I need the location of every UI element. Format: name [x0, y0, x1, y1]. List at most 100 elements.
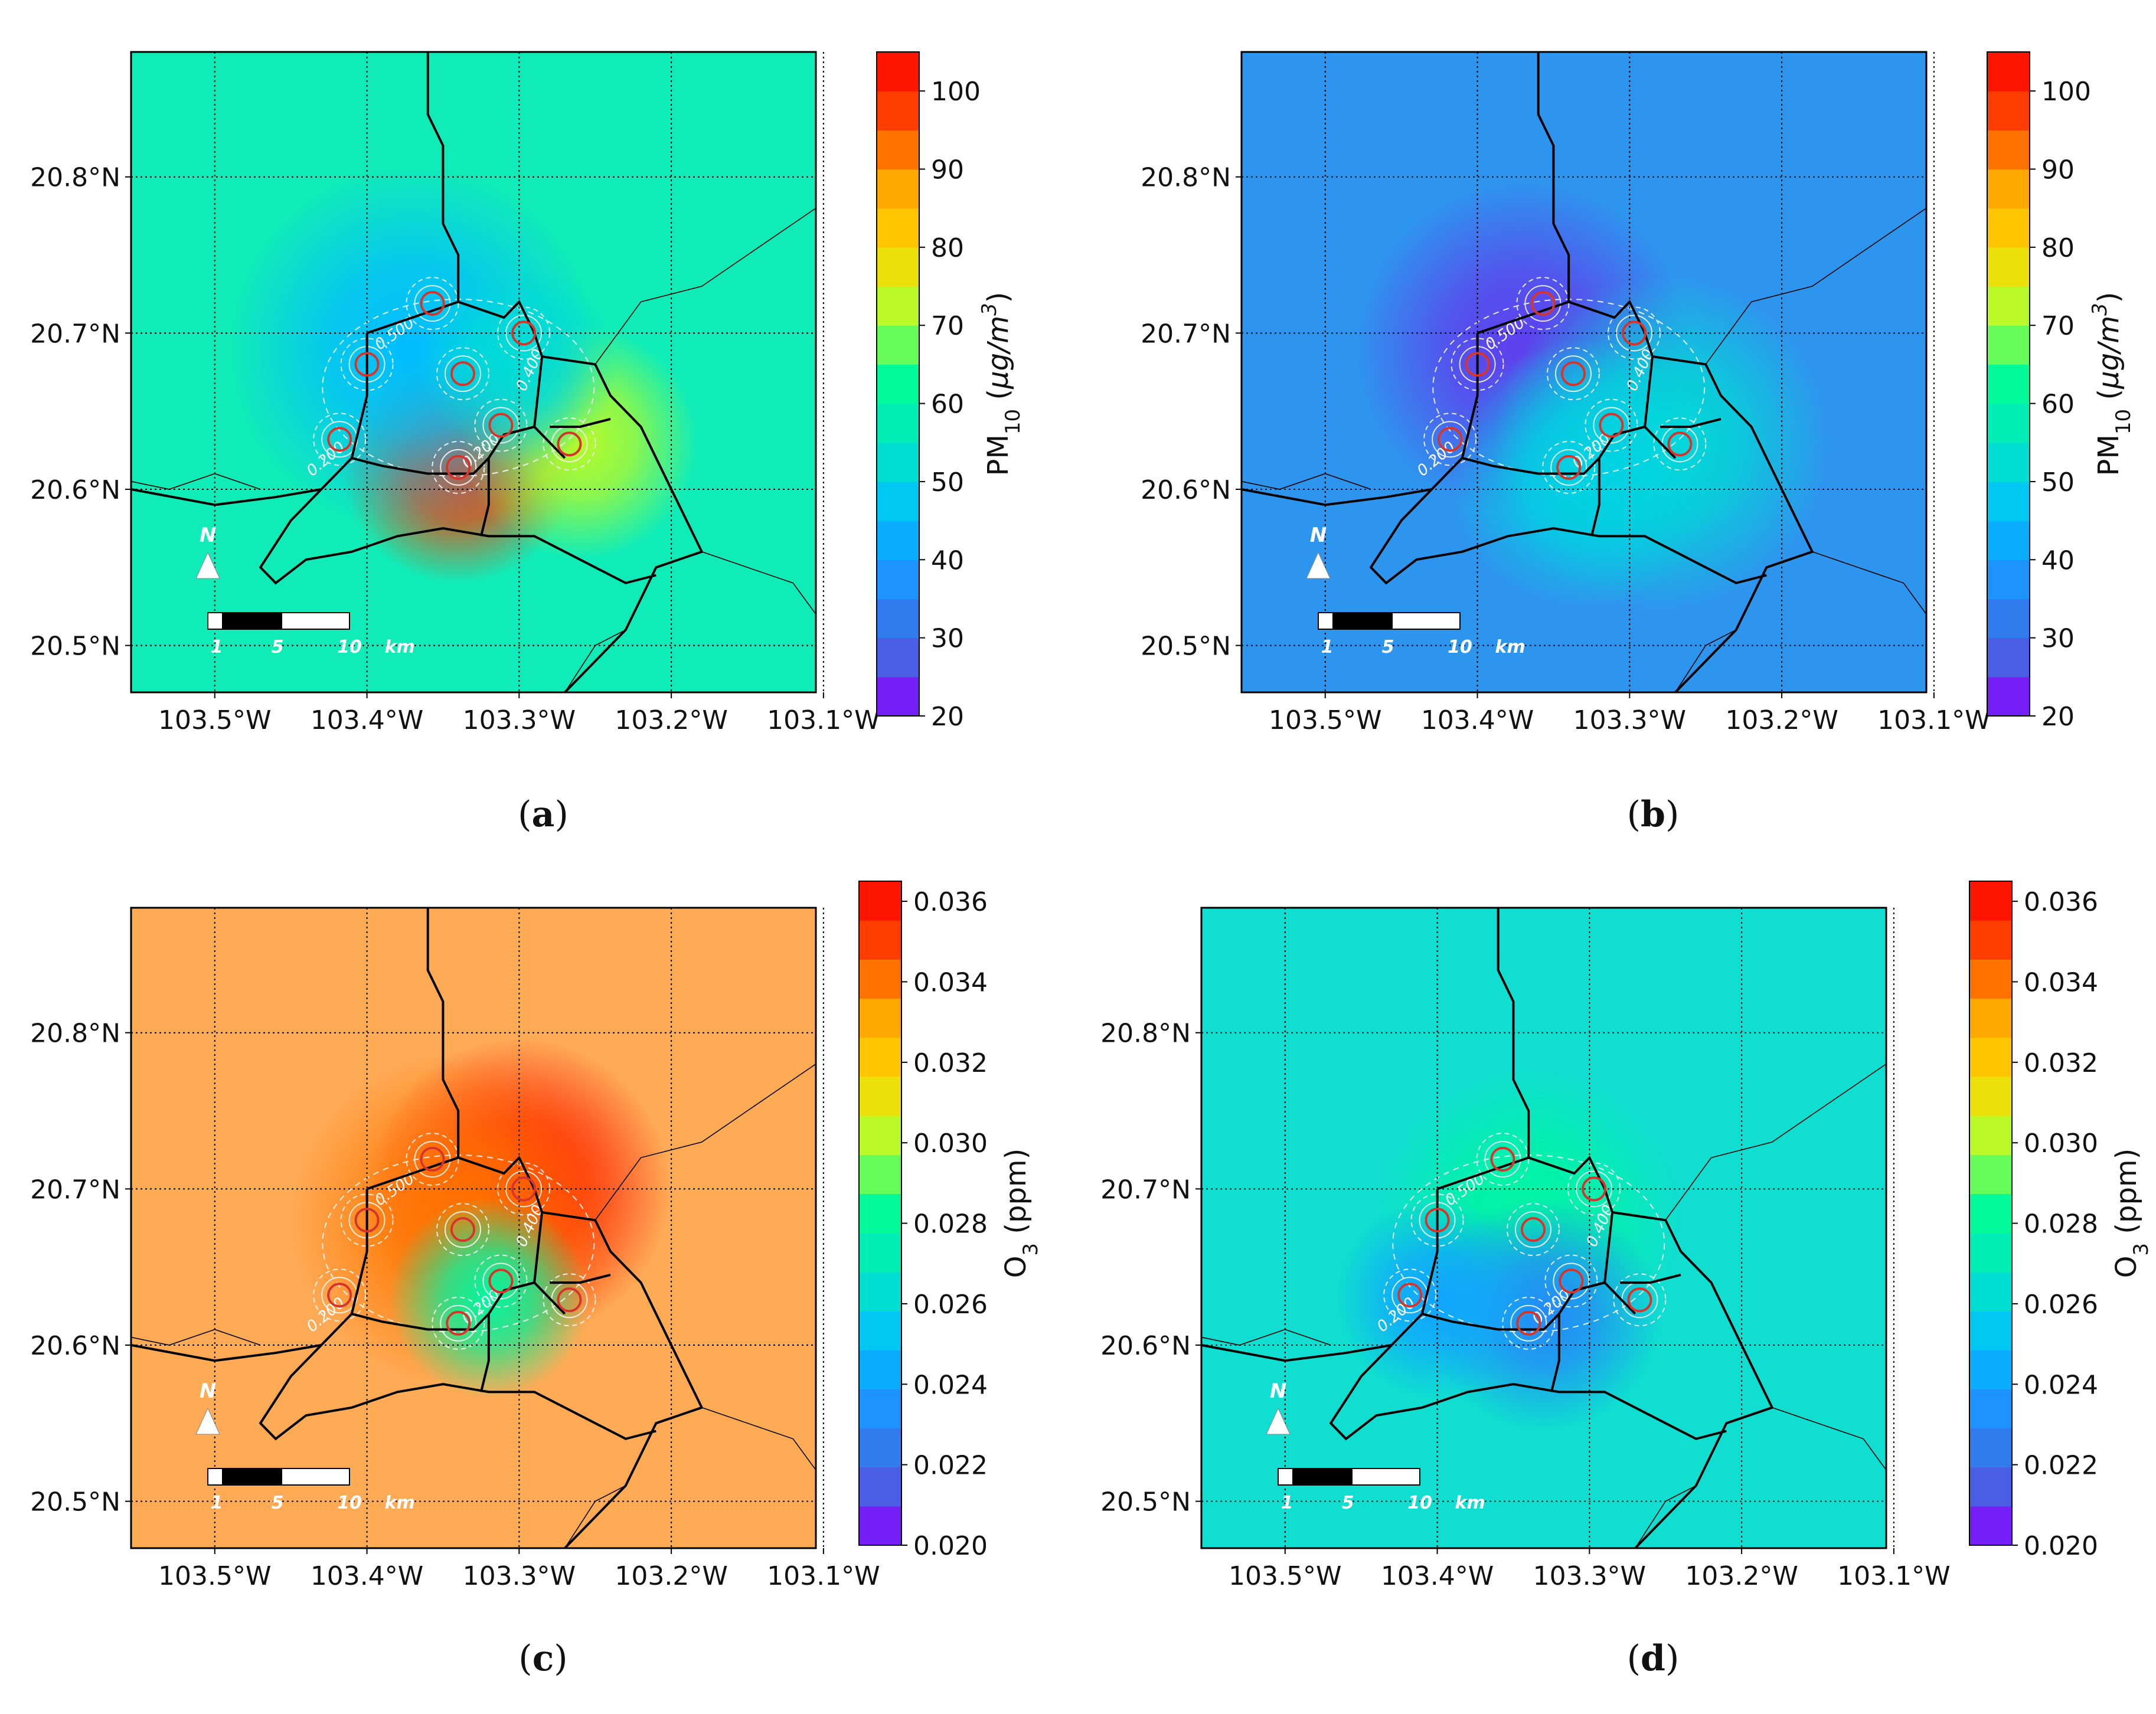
scale-bar-label: 5 — [1382, 637, 1394, 658]
x-tick-label: 103.1°W — [1837, 1561, 1950, 1591]
colorbar-band — [1969, 881, 2012, 921]
contour-ring — [1576, 1170, 1613, 1208]
station-marker — [1397, 1283, 1423, 1308]
colorbar-tick-label: 0.024 — [913, 1370, 988, 1400]
station-marker — [354, 352, 380, 377]
municipal-boundary — [479, 458, 490, 537]
x-tick-label: 103.5°W — [1269, 705, 1381, 735]
colorbar: 0.020 0.022 0.024 0.026 0.028 0.030 0.032 0.034… — [1969, 881, 2153, 1561]
y-tick-label: 20.8°N — [30, 1019, 120, 1049]
station-marker — [1582, 1176, 1607, 1202]
contour-ring — [1476, 1133, 1530, 1186]
colorbar-band — [859, 1232, 901, 1273]
colorbar-tick-label: 70 — [2041, 311, 2075, 341]
x-tick-label: 103.1°W — [767, 705, 880, 735]
colorbar-band — [1969, 1389, 2012, 1429]
contour-ring — [474, 1254, 528, 1308]
municipal-boundary — [1590, 458, 1600, 537]
colorbar-band — [1969, 1506, 2012, 1546]
colorbar-band — [1987, 598, 2030, 639]
y-tick-label: 20.6°N — [1100, 1331, 1191, 1361]
scale-bar-label: 1 — [1321, 637, 1334, 658]
contour-ring — [313, 1268, 367, 1322]
scale-bar-label: 10 — [337, 637, 362, 658]
contour-ring — [340, 338, 394, 391]
colorbar-band — [859, 1076, 901, 1116]
municipal-boundary — [426, 52, 543, 357]
state-boundary — [1665, 1063, 1886, 1221]
state-boundary — [1201, 1329, 1331, 1346]
colorbar-band — [859, 959, 901, 999]
colorbar-band — [859, 881, 901, 921]
contour-ring — [1550, 449, 1587, 486]
colorbar-band — [1969, 920, 2012, 960]
municipal-boundary — [350, 1189, 566, 1331]
station-marker — [1425, 1208, 1450, 1233]
contour-ring — [1451, 338, 1504, 391]
colorbar-band — [877, 325, 919, 365]
station-marker — [1622, 320, 1647, 346]
colorbar-band — [1969, 1116, 2012, 1155]
contour-ring — [432, 1296, 485, 1350]
y-tick-label: 20.5°N — [30, 632, 120, 662]
colorbar-frame — [1987, 51, 2030, 717]
scale-bar-label: 10 — [1448, 637, 1472, 658]
scale-bar-label: 1 — [1281, 1493, 1293, 1513]
colorbar-band — [859, 1193, 901, 1234]
station-marker — [1599, 413, 1624, 438]
colorbar-band — [859, 1467, 901, 1507]
scale-bar-segment — [1292, 1468, 1353, 1486]
contour-ring — [1653, 417, 1707, 471]
colorbar-tick-label: 0.036 — [2024, 887, 2098, 917]
contour-ring — [1423, 413, 1477, 466]
municipal-boundary — [1201, 1344, 1392, 1362]
colorbar-band — [1969, 998, 2012, 1038]
colorbar-band — [1987, 442, 2030, 482]
contour-ring — [1410, 1193, 1464, 1247]
boundaries — [1242, 52, 1926, 692]
municipal-boundary — [1537, 52, 1654, 357]
colorbar-tick-label: 0.032 — [2024, 1048, 2098, 1078]
colorbar-band — [1969, 1467, 2012, 1507]
x-tick-label: 103.1°W — [767, 1561, 880, 1591]
graticule — [131, 908, 824, 1548]
contour-ring — [313, 413, 367, 466]
scale-bar-segment — [281, 612, 350, 630]
colorbar-tick-label: 50 — [931, 467, 964, 498]
colorbar-band — [877, 286, 919, 326]
y-tick-label: 20.6°N — [1141, 475, 1231, 505]
municipal-boundary — [549, 1273, 611, 1284]
contour-ring — [1514, 1211, 1551, 1248]
station-marker — [420, 1147, 445, 1172]
y-tick-label: 20.7°N — [1100, 1175, 1191, 1205]
contour-ring — [440, 1304, 477, 1342]
colorbar-band — [877, 676, 919, 717]
concentration-field — [228, 164, 697, 583]
colorbar-tick-label: 20 — [2041, 702, 2075, 732]
colorbar-band — [859, 1389, 901, 1429]
colorbar-band — [859, 1310, 901, 1350]
contour-ring — [440, 449, 477, 486]
station-marker — [488, 1268, 514, 1294]
colorbar-band — [859, 1116, 901, 1155]
contour-ring — [1510, 1304, 1547, 1342]
scale-bar-label: 10 — [1407, 1493, 1432, 1513]
colorbar-band — [1987, 364, 2030, 404]
x-tick-label: 103.3°W — [1533, 1561, 1646, 1591]
scale-bar-segment — [207, 612, 223, 630]
scale-bar-label: 1 — [211, 1493, 223, 1513]
colorbar-band — [1987, 247, 2030, 287]
scale-bar-segment — [1351, 1468, 1420, 1486]
station-marker — [327, 427, 352, 452]
map-frame — [1200, 907, 1887, 1549]
state-boundary — [1705, 207, 1926, 365]
contour-ring — [505, 1170, 543, 1208]
colorbar-band — [877, 169, 919, 209]
panel-caption: (b) — [1627, 794, 1680, 835]
colorbar-tick-label: 0.034 — [913, 967, 988, 997]
municipal-boundary — [426, 908, 543, 1213]
colorbar-tick-label: 50 — [2041, 467, 2075, 498]
x-tick-label: 103.5°W — [158, 705, 271, 735]
colorbar-label: PM10 (μg/m3) — [978, 292, 1025, 476]
